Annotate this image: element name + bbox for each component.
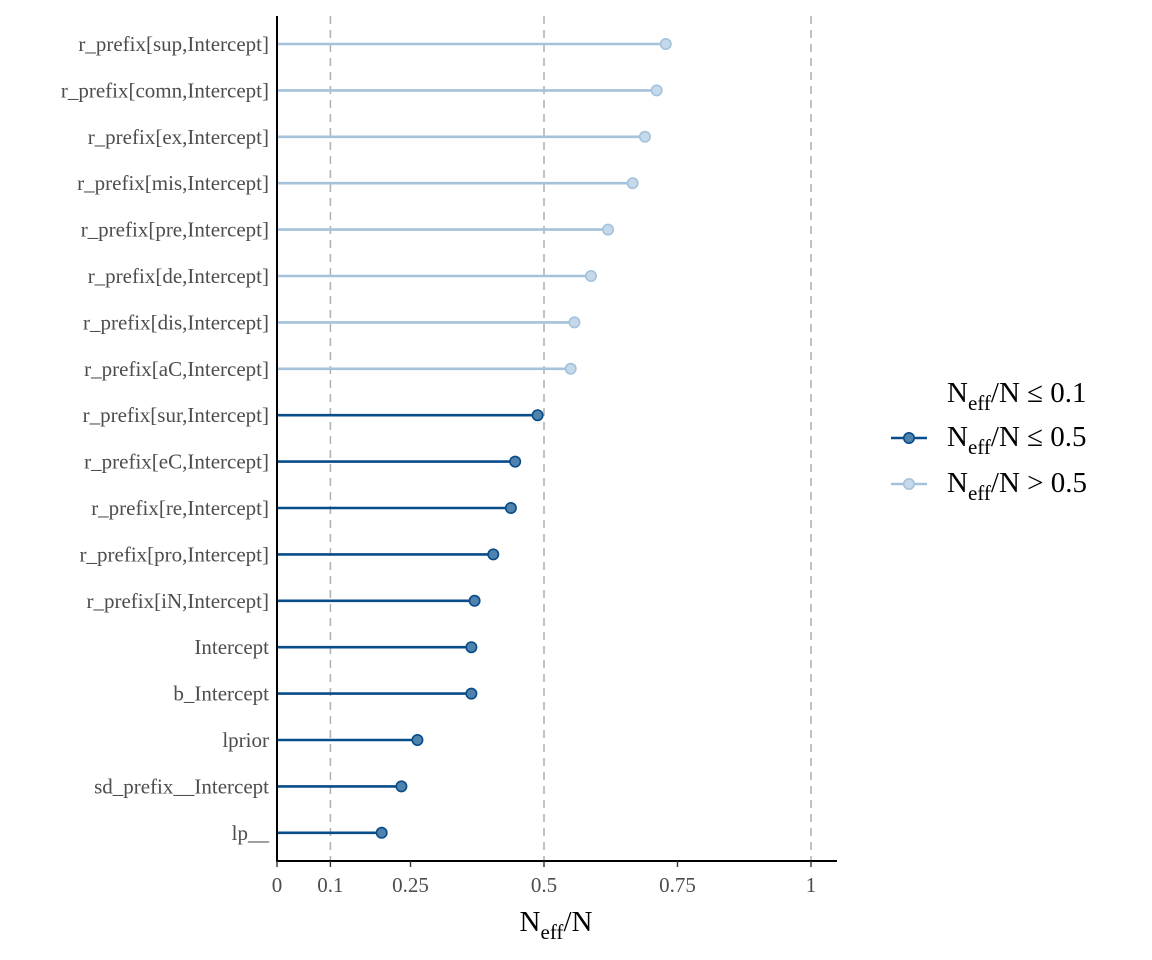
- legend-item: Neff/N > 0.5: [891, 467, 1087, 505]
- x-tick-label: 0.75: [659, 873, 696, 897]
- legend-label: Neff/N ≤ 0.5: [947, 421, 1087, 459]
- lollipop-point: [650, 84, 663, 97]
- y-tick-label: lprior: [222, 728, 269, 752]
- legend-item: Neff/N ≤ 0.1: [947, 377, 1087, 415]
- y-tick-label: r_prefix[mis,Intercept]: [77, 171, 269, 195]
- y-tick-label: r_prefix[sup,Intercept]: [78, 32, 269, 56]
- y-axis-labels: r_prefix[sup,Intercept] r_prefix[comn,Int…: [61, 32, 270, 845]
- lollipop-point: [375, 826, 388, 839]
- y-tick-label: r_prefix[re,Intercept]: [91, 496, 269, 520]
- y-tick-label: b_Intercept: [173, 682, 269, 706]
- x-title-main: N: [520, 906, 541, 938]
- x-axis-title: Neff/N: [520, 906, 593, 944]
- lollipop-point: [509, 455, 522, 468]
- y-tick-label: r_prefix[pre,Intercept]: [81, 218, 269, 242]
- lollipop-point: [395, 780, 408, 793]
- y-tick-label: r_prefix[dis,Intercept]: [83, 310, 269, 334]
- x-tick-label: 0: [272, 873, 283, 897]
- x-tick-label: 0.25: [392, 873, 429, 897]
- lollipop-point: [638, 130, 651, 143]
- lollipop-point: [564, 362, 577, 375]
- y-tick-label: Intercept: [194, 635, 269, 659]
- x-title-tail: /N: [563, 906, 592, 938]
- lollipop-point: [659, 37, 672, 50]
- lollipop-point: [465, 687, 478, 700]
- legend: Neff/N ≤ 0.1 Neff/N ≤ 0.5 Neff/N > 0.5: [891, 377, 1087, 505]
- x-axis-ticks: 0 0.1 0.25 0.5 0.75 1: [272, 861, 817, 897]
- y-tick-label: r_prefix[aC,Intercept]: [84, 357, 269, 381]
- lollipop-point: [465, 641, 478, 654]
- lollipop-stems: [277, 42, 666, 835]
- lollipop-point: [504, 501, 517, 514]
- y-tick-label: lp__: [232, 821, 270, 845]
- legend-label: Neff/N > 0.5: [947, 467, 1087, 505]
- y-tick-label: r_prefix[pro,Intercept]: [80, 542, 269, 566]
- reference-lines: [329, 16, 812, 861]
- y-tick-label: sd_prefix__Intercept: [94, 774, 269, 798]
- y-tick-label: r_prefix[comn,Intercept]: [61, 78, 269, 102]
- legend-label: Neff/N ≤ 0.1: [947, 377, 1087, 415]
- lollipop-point: [411, 733, 424, 746]
- y-tick-label: r_prefix[ex,Intercept]: [88, 125, 269, 149]
- x-tick-label: 1: [806, 873, 817, 897]
- y-tick-label: r_prefix[eC,Intercept]: [84, 450, 269, 474]
- x-tick-label: 0.5: [531, 873, 557, 897]
- lollipop-points: [375, 37, 672, 839]
- lollipop-point: [584, 269, 597, 282]
- lollipop-point: [568, 316, 581, 329]
- lollipop-point: [602, 223, 615, 236]
- y-tick-label: r_prefix[sur,Intercept]: [83, 403, 269, 427]
- y-tick-label: r_prefix[iN,Intercept]: [87, 589, 270, 613]
- legend-key-point: [902, 431, 915, 444]
- x-title-sub: eff: [541, 920, 564, 944]
- legend-item: Neff/N ≤ 0.5: [891, 421, 1087, 459]
- lollipop-point: [531, 409, 544, 422]
- legend-key-point: [902, 477, 915, 490]
- lollipop-point: [626, 177, 639, 190]
- lollipop-point: [468, 594, 481, 607]
- x-tick-label: 0.1: [317, 873, 343, 897]
- y-tick-label: r_prefix[de,Intercept]: [88, 264, 269, 288]
- lollipop-point: [487, 548, 500, 561]
